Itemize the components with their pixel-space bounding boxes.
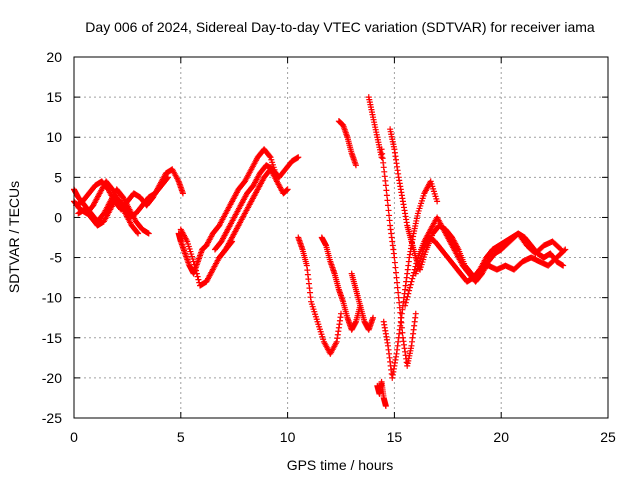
data-point — [407, 281, 414, 288]
y-tick-label: 15 — [46, 89, 62, 105]
series-arc10 — [295, 234, 344, 357]
data-point — [382, 182, 389, 189]
data-point — [145, 230, 152, 237]
data-point — [386, 212, 393, 219]
data-point — [556, 245, 563, 252]
data-point — [164, 174, 171, 181]
y-tick-label: -5 — [50, 250, 63, 266]
series-arc12 — [335, 118, 359, 169]
x-tick-label: 15 — [387, 429, 403, 445]
series-arc15 — [374, 378, 389, 409]
data-point — [134, 229, 141, 236]
y-tick-label: -25 — [42, 410, 62, 426]
data-point — [392, 264, 399, 271]
data-point — [193, 267, 200, 274]
series-arc4 — [75, 174, 171, 229]
data-point — [194, 273, 201, 280]
data-point — [179, 190, 186, 197]
data-point — [384, 197, 391, 204]
series-arc21 — [476, 246, 569, 273]
data-point — [402, 299, 409, 306]
data-point — [396, 299, 403, 306]
y-tick-label: -15 — [42, 330, 62, 346]
x-tick-label: 25 — [600, 429, 616, 445]
data-point — [383, 187, 390, 194]
series-arc9 — [216, 166, 291, 261]
data-point — [394, 279, 401, 286]
data-point — [434, 198, 441, 205]
y-tick-label: 20 — [46, 49, 62, 65]
y-tick-label: -10 — [42, 290, 62, 306]
x-tick-label: 10 — [280, 429, 296, 445]
chart-title: Day 006 of 2024, Sidereal Day-to-day VTE… — [85, 19, 595, 35]
data-point — [295, 154, 302, 161]
series-arc22 — [498, 230, 565, 257]
data-point — [406, 284, 413, 291]
data-point — [370, 314, 377, 321]
data-point — [190, 258, 197, 265]
data-points — [71, 94, 569, 409]
y-tick-label: 5 — [54, 169, 62, 185]
data-point — [560, 262, 567, 269]
data-point — [352, 162, 359, 169]
series-arc11 — [318, 234, 364, 333]
data-point — [412, 310, 419, 317]
data-point — [386, 217, 393, 224]
data-point — [395, 294, 402, 301]
data-point — [404, 293, 411, 300]
data-point — [384, 202, 391, 209]
data-point — [284, 186, 291, 193]
y-tick-label: 10 — [46, 129, 62, 145]
x-tick-label: 0 — [70, 429, 78, 445]
data-point — [195, 276, 202, 283]
data-point — [409, 275, 416, 282]
x-tick-label: 5 — [177, 429, 185, 445]
data-point — [405, 290, 412, 297]
data-point — [135, 230, 142, 237]
data-point — [399, 329, 406, 336]
data-point — [383, 192, 390, 199]
data-point — [394, 284, 401, 291]
tick-labels: 0 5 10 15 20 25 20 15 10 5 0 -5 -10 -15 -20 -25 — [42, 49, 616, 445]
data-point — [192, 264, 199, 271]
data-point — [408, 278, 415, 285]
x-tick-label: 20 — [493, 429, 509, 445]
data-point — [395, 289, 402, 296]
y-axis-label: SDTVAR / TECUs — [6, 181, 22, 293]
data-point — [385, 207, 392, 214]
y-tick-label: 0 — [54, 209, 62, 225]
data-point — [266, 153, 273, 160]
plot-frame — [73, 56, 609, 419]
data-point — [391, 254, 398, 261]
series-arc13 — [348, 270, 377, 333]
data-point — [402, 302, 409, 309]
data-point — [382, 402, 389, 409]
data-point — [393, 269, 400, 276]
data-point — [403, 296, 410, 303]
data-point — [558, 246, 565, 253]
data-point — [391, 259, 398, 266]
y-tick-label: -20 — [42, 370, 62, 386]
data-point — [164, 175, 171, 182]
data-point — [193, 270, 200, 277]
data-point — [393, 274, 400, 281]
series-arc16 — [378, 146, 419, 369]
data-point — [561, 247, 568, 254]
x-axis-label: GPS time / hours — [287, 457, 394, 473]
data-point — [406, 287, 413, 294]
data-point — [338, 310, 344, 317]
data-point — [191, 261, 198, 268]
